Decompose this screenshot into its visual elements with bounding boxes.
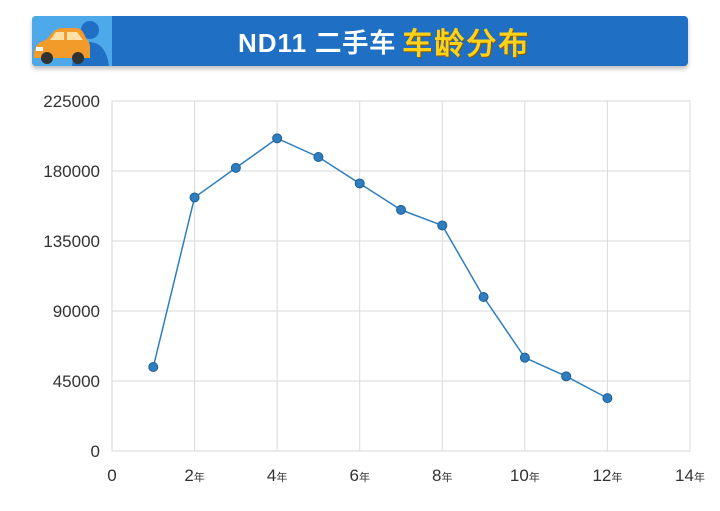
x-tick-label: 10年 bbox=[510, 466, 540, 485]
data-point bbox=[396, 204, 406, 215]
data-point bbox=[519, 352, 530, 363]
car-person-icon bbox=[34, 21, 109, 66]
data-point bbox=[148, 362, 159, 372]
x-tick-label: 8年 bbox=[432, 466, 452, 485]
title-accent: 车龄分布 bbox=[402, 28, 531, 61]
x-tick-label: 0 bbox=[107, 466, 116, 485]
y-tick-label: 90000 bbox=[53, 302, 100, 321]
data-point bbox=[272, 133, 283, 144]
data-point bbox=[478, 292, 489, 302]
title-main: ND11 二手车 bbox=[238, 27, 397, 58]
title-banner: ND11 二手车 车龄分布 bbox=[32, 16, 688, 66]
data-point bbox=[561, 371, 572, 382]
x-tick-value: 6 bbox=[349, 466, 358, 485]
x-tick-value: 14 bbox=[675, 466, 694, 485]
x-tick-unit: 年 bbox=[359, 470, 370, 484]
x-tick-label: 6年 bbox=[349, 466, 369, 485]
y-tick-label: 0 bbox=[91, 442, 100, 461]
x-tick-label: 4年 bbox=[267, 466, 287, 485]
data-point bbox=[230, 162, 241, 173]
data-point bbox=[189, 192, 200, 203]
data-point bbox=[437, 220, 448, 231]
x-tick-unit: 年 bbox=[194, 470, 205, 484]
x-tick-value: 0 bbox=[107, 466, 116, 485]
data-point bbox=[602, 393, 613, 404]
x-tick-unit: 年 bbox=[529, 470, 540, 484]
x-tick-label: 2年 bbox=[184, 466, 204, 485]
x-tick-value: 12 bbox=[592, 466, 611, 485]
x-tick-unit: 年 bbox=[611, 470, 622, 484]
x-tick-unit: 年 bbox=[276, 470, 287, 484]
y-tick-label: 180000 bbox=[43, 162, 100, 181]
x-tick-value: 4 bbox=[267, 466, 276, 485]
x-tick-value: 2 bbox=[184, 466, 193, 485]
x-tick-unit: 年 bbox=[694, 470, 705, 484]
y-tick-label: 45000 bbox=[53, 372, 100, 391]
data-point bbox=[313, 152, 324, 162]
y-tick-label: 225000 bbox=[43, 92, 100, 111]
y-tick-label: 135000 bbox=[43, 232, 100, 251]
x-tick-value: 8 bbox=[432, 466, 441, 485]
x-tick-value: 10 bbox=[510, 466, 529, 485]
chart-title: ND11 二手车 车龄分布 bbox=[238, 16, 530, 66]
x-tick-label: 12年 bbox=[592, 466, 622, 485]
series-line bbox=[152, 137, 608, 399]
data-point bbox=[354, 178, 365, 189]
x-tick-label: 14年 bbox=[675, 466, 705, 485]
x-tick-unit: 年 bbox=[442, 470, 453, 484]
